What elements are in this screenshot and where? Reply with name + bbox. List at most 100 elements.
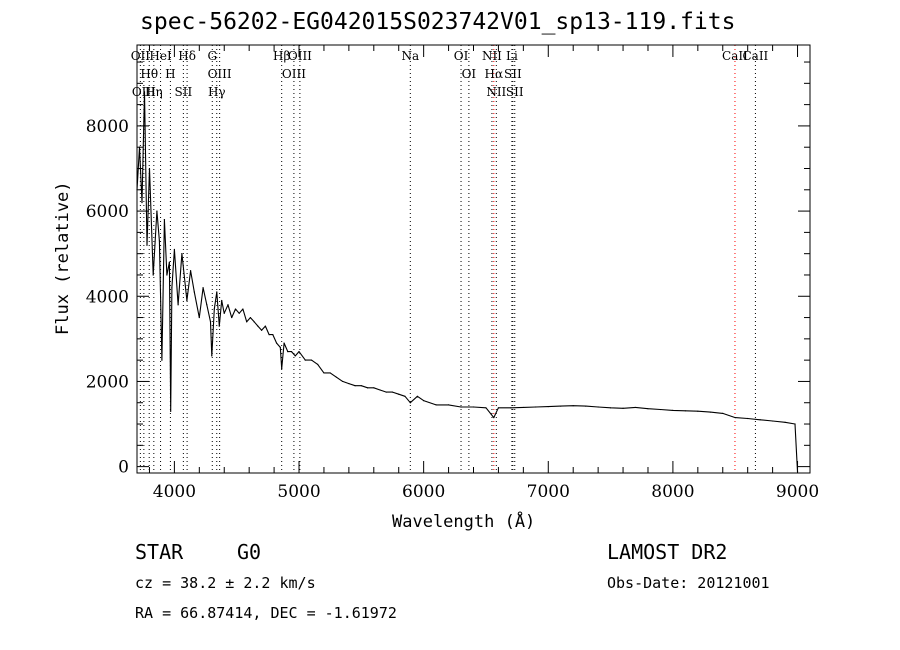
spectrum-point-91 bbox=[659, 408, 662, 411]
spectrum-point-96 bbox=[722, 412, 724, 414]
spectrum-point-46 bbox=[281, 368, 283, 370]
spectrum-point-59 bbox=[348, 382, 350, 385]
spectrum-point-25 bbox=[211, 355, 213, 357]
spectrum-point-3 bbox=[143, 91, 146, 93]
marker-label-24: CaII bbox=[742, 49, 768, 63]
spectrum-point-90 bbox=[647, 408, 649, 410]
spectrum-point-97 bbox=[734, 417, 736, 419]
spectrum-point-83 bbox=[560, 405, 562, 407]
spectrum-point-72 bbox=[435, 404, 437, 406]
spectrum-point-94 bbox=[697, 410, 699, 412]
object-subclass: G0 bbox=[237, 540, 262, 564]
spectrum-point-63 bbox=[373, 387, 375, 389]
spectrum-point-21 bbox=[198, 316, 200, 319]
marker-label-15: OI bbox=[454, 49, 469, 63]
spectrum-point-70 bbox=[416, 395, 419, 397]
spectrum-point-16 bbox=[177, 304, 179, 306]
marker-label-11: Hβ bbox=[273, 49, 290, 63]
spectral-line-markers bbox=[139, 45, 756, 473]
spectrum-point-49 bbox=[290, 351, 293, 353]
marker-label-5: H bbox=[165, 67, 175, 81]
spectrum-point-18 bbox=[186, 299, 188, 302]
spectrum-point-14 bbox=[171, 287, 173, 289]
spectrum-point-33 bbox=[234, 308, 237, 310]
spectrum-point-86 bbox=[597, 406, 599, 408]
survey-name: LAMOST DR2 bbox=[607, 540, 728, 564]
marker-label-22: SII bbox=[506, 85, 524, 99]
spectrum-point-73 bbox=[447, 404, 450, 406]
spectrum-point-78 bbox=[497, 407, 500, 409]
spectrum-point-77 bbox=[493, 417, 495, 419]
spectrum-point-39 bbox=[257, 325, 259, 327]
marker-label-9: OIII bbox=[208, 67, 232, 81]
spectrum-point-102 bbox=[794, 423, 796, 425]
spectrum-point-23 bbox=[206, 304, 208, 306]
spectrum-point-71 bbox=[423, 400, 425, 402]
spectrum-point-54 bbox=[317, 363, 319, 366]
spectrum-point-57 bbox=[335, 376, 338, 378]
spectrum-point-27 bbox=[216, 291, 218, 293]
x-tick-label-2: 6000 bbox=[402, 482, 445, 502]
spectrum-point-95 bbox=[709, 411, 711, 413]
marker-label-0: OII bbox=[131, 49, 151, 63]
spectrum-point-42 bbox=[268, 333, 270, 336]
marker-label-6: Hδ bbox=[178, 49, 196, 63]
marker-label-19: NII bbox=[486, 85, 506, 99]
x-tick-label-0: 4000 bbox=[153, 482, 196, 502]
spectrum-point-17 bbox=[181, 253, 183, 255]
spectrum-point-9 bbox=[161, 359, 163, 361]
spectrum-point-68 bbox=[404, 395, 406, 397]
plot-frame bbox=[136, 44, 811, 474]
marker-label-17: NII bbox=[482, 49, 502, 63]
spectrum-point-55 bbox=[323, 372, 325, 374]
spectrum-point-74 bbox=[460, 406, 462, 408]
spectrum-point-2 bbox=[141, 201, 143, 204]
x-tick-label-3: 7000 bbox=[527, 482, 570, 502]
redshift-value: cz = 38.2 ± 2.2 km/s bbox=[135, 574, 316, 592]
series-layer bbox=[136, 91, 799, 473]
spectrum-point-5 bbox=[148, 167, 151, 170]
spectrum-point-60 bbox=[354, 385, 356, 387]
marker-label-12: OIII bbox=[282, 67, 306, 81]
marker-label-10: Hγ bbox=[208, 85, 226, 99]
spectrum-point-22 bbox=[202, 287, 204, 289]
spectrum-point-7 bbox=[156, 210, 158, 212]
spectrum-point-67 bbox=[398, 393, 400, 395]
x-tick-label-4: 8000 bbox=[651, 482, 694, 502]
marker-label-16: OI bbox=[462, 67, 477, 81]
spectrum-point-100 bbox=[772, 420, 774, 422]
x-tick-label-1: 5000 bbox=[277, 482, 320, 502]
spectrum-line-0 bbox=[136, 91, 799, 472]
spectrum-point-37 bbox=[249, 316, 252, 319]
spectrum-point-62 bbox=[366, 387, 369, 389]
spectrum-point-89 bbox=[634, 406, 637, 409]
axes-frame bbox=[136, 44, 811, 474]
chart-title: spec-56202-EG042015S023742V01_sp13-119.f… bbox=[140, 9, 736, 35]
spectrum-point-84 bbox=[572, 405, 574, 407]
spectrum-point-41 bbox=[264, 325, 266, 327]
spectrum-point-29 bbox=[221, 299, 223, 302]
y-tick-label-3: 6000 bbox=[86, 202, 129, 222]
y-tick-label-0: 0 bbox=[118, 458, 129, 478]
spectrum-point-4 bbox=[146, 244, 148, 246]
x-tick-label-5: 9000 bbox=[776, 482, 819, 502]
marker-label-23: CaII bbox=[722, 49, 748, 63]
spectrum-point-69 bbox=[409, 402, 411, 404]
marker-label-13: OIII bbox=[288, 49, 312, 63]
spectrum-point-66 bbox=[391, 391, 394, 393]
marker-label-2: Hη bbox=[145, 85, 163, 99]
spectrum-point-88 bbox=[622, 407, 624, 409]
spectrum-point-82 bbox=[547, 405, 549, 408]
spectrum-point-75 bbox=[472, 406, 475, 408]
spectrum-point-50 bbox=[294, 355, 296, 357]
spectrum-point-45 bbox=[279, 346, 281, 348]
spectrum-point-48 bbox=[287, 351, 289, 353]
spectrum-point-85 bbox=[585, 405, 587, 407]
spectrum-point-56 bbox=[329, 372, 331, 374]
spectrum-point-28 bbox=[218, 325, 220, 327]
spectrum-point-99 bbox=[759, 419, 761, 421]
spectrum-point-32 bbox=[231, 316, 233, 319]
spectrum-point-31 bbox=[227, 304, 229, 306]
